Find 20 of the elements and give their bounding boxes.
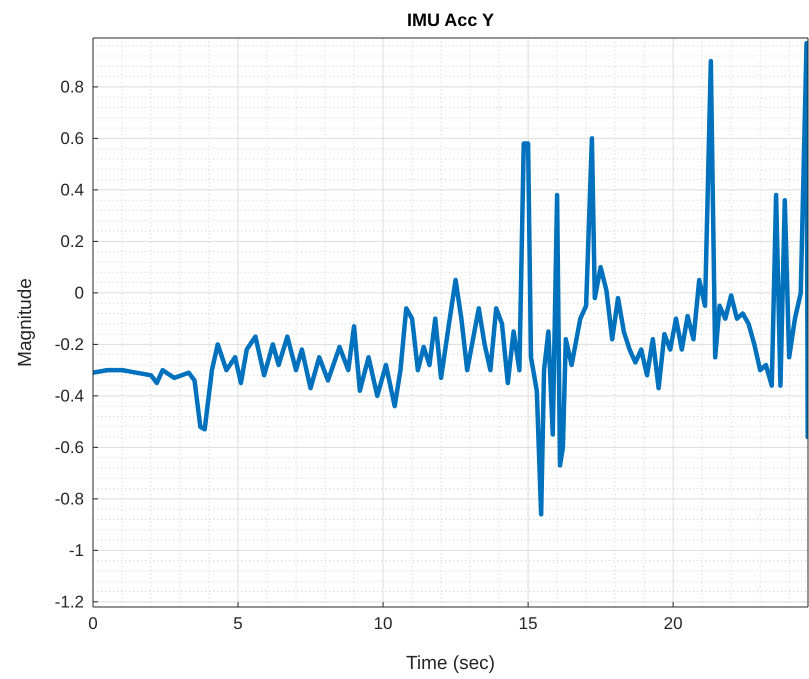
y-tick-label: 0.2: [60, 232, 84, 251]
x-tick-label: 10: [374, 614, 393, 634]
y-tick-label: 0: [74, 283, 84, 302]
x-axis-title: Time (sec): [406, 653, 496, 674]
x-tick-label: 15: [518, 614, 538, 634]
line-series: [93, 40, 808, 517]
y-tick-label: -0.8: [54, 489, 84, 508]
x-tick-label: 5: [233, 614, 243, 634]
y-tick-label: -1.2: [54, 592, 84, 612]
y-tick-label: 0.4: [60, 180, 84, 200]
y-tick-label: 0.6: [60, 128, 84, 148]
y-tick-label: -0.2: [54, 334, 84, 354]
x-tick-label: 0: [88, 614, 98, 634]
chart-title: IMU Acc Y: [406, 10, 494, 30]
y-tick-label: -0.6: [54, 438, 84, 457]
y-tick-label: 0.8: [60, 77, 84, 96]
x-tick-label: 20: [664, 614, 683, 634]
y-tick-label: -1: [68, 540, 84, 560]
y-tick-label: -0.4: [54, 386, 84, 406]
y-axis-title: Magnitude: [15, 278, 36, 367]
